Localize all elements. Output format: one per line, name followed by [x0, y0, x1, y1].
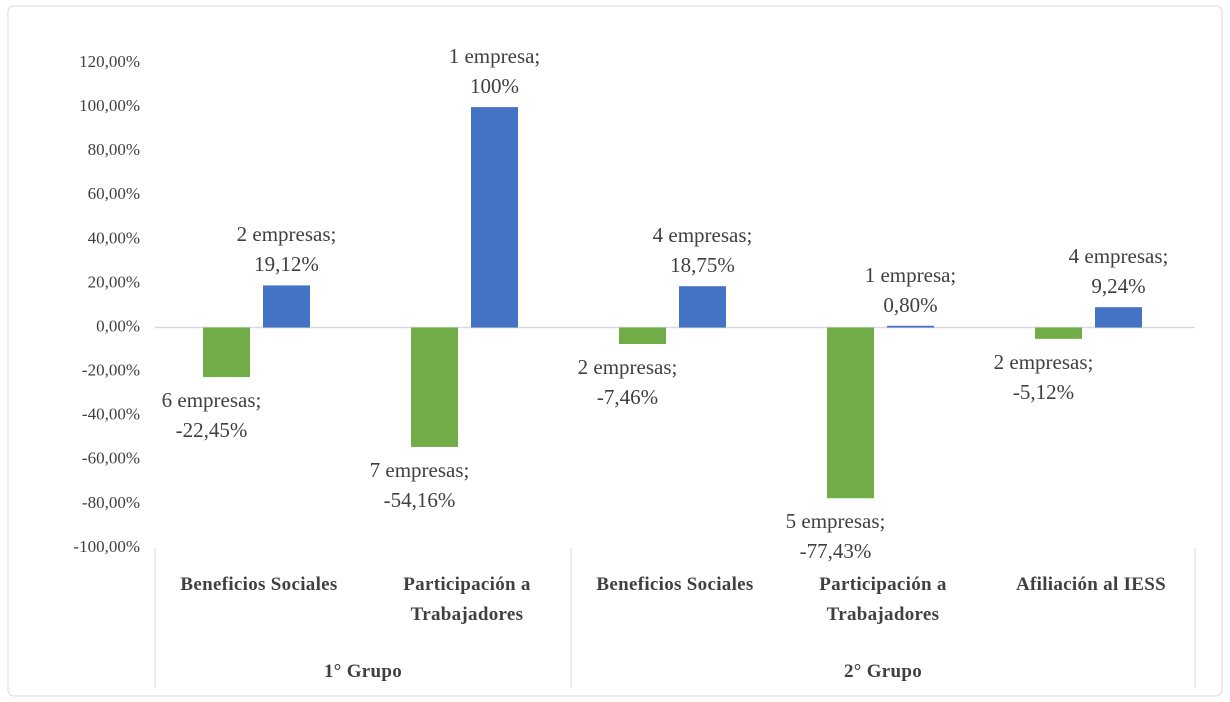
data-label: 1 empresa; 100%: [448, 44, 541, 99]
y-tick-label: -80,00%: [82, 493, 140, 512]
bar: [679, 286, 726, 328]
bar: [1035, 327, 1082, 339]
y-tick-label: -100,00%: [73, 537, 140, 556]
data-label: 1 empresa; 0,80%: [864, 262, 957, 317]
y-tick-label: 120,00%: [79, 52, 140, 71]
y-tick-label: -20,00%: [82, 361, 140, 380]
y-tick-label: 100,00%: [79, 96, 140, 115]
y-tick-label: -40,00%: [82, 405, 140, 424]
bar: [411, 327, 458, 447]
group-label: 2° Grupo: [843, 661, 923, 682]
data-label: 6 empresas; -22,45%: [161, 388, 262, 443]
bar: [887, 325, 934, 328]
data-label: 4 empresas; 18,75%: [652, 223, 753, 278]
data-label: 2 empresas; -5,12%: [993, 349, 1094, 404]
y-tick-label: -60,00%: [82, 449, 140, 468]
x-tick-label: Afiliación al IESS: [1015, 574, 1167, 595]
group-label: 1° Grupo: [323, 661, 403, 682]
y-tick-label: 20,00%: [88, 272, 140, 291]
y-tick-label: 60,00%: [88, 184, 140, 203]
bar: [1095, 307, 1142, 328]
data-label: 7 empresas; -54,16%: [369, 457, 470, 512]
data-label: 4 empresas; 9,24%: [1068, 244, 1169, 299]
bar: [203, 327, 250, 378]
bar: [827, 327, 874, 499]
data-label: 5 empresas; -77,43%: [785, 509, 886, 564]
bar: [263, 285, 310, 328]
y-tick-label: 80,00%: [88, 140, 140, 159]
bar: [471, 107, 518, 328]
x-tick-label: Beneficios Sociales: [180, 574, 338, 595]
data-label: 2 empresas; -7,46%: [577, 354, 678, 409]
bar: [619, 327, 666, 344]
y-tick-label: 0,00%: [96, 316, 140, 335]
y-tick-label: 40,00%: [88, 228, 140, 247]
chart-border: [7, 5, 1223, 697]
x-tick-label: Participación a Trabajadores: [403, 574, 531, 625]
x-tick-label: Beneficios Sociales: [596, 574, 754, 595]
x-tick-label: Participación a Trabajadores: [819, 574, 947, 625]
data-label: 2 empresas; 19,12%: [236, 222, 337, 277]
